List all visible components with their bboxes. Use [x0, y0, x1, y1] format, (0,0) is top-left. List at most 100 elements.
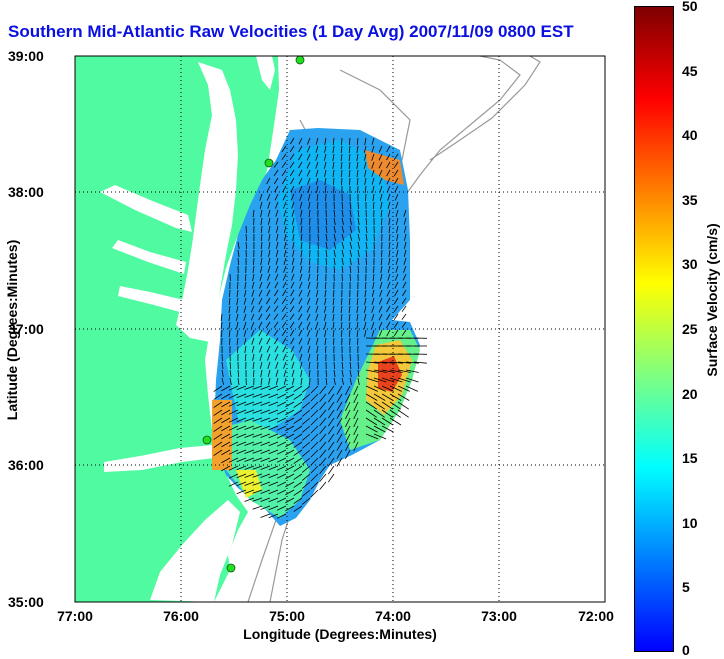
velocity-arrow: [265, 313, 271, 321]
velocity-arrow: [285, 401, 295, 408]
velocity-arrow: [299, 353, 303, 361]
velocity-arrow: [333, 209, 336, 217]
velocity-arrow: [401, 313, 407, 320]
velocity-arrow: [402, 289, 407, 297]
velocity-arrow: [341, 225, 345, 233]
velocity-arrow: [319, 473, 327, 482]
velocity-arrow: [341, 137, 343, 146]
velocity-arrow: [365, 257, 367, 266]
velocity-arrow: [276, 449, 287, 455]
velocity-arrow: [299, 361, 303, 369]
velocity-arrow: [402, 273, 407, 281]
velocity-arrow: [336, 401, 343, 411]
velocity-arrow: [386, 321, 391, 329]
velocity-arrow: [373, 433, 387, 440]
velocity-arrow: [285, 481, 295, 488]
velocity-arrow: [357, 369, 360, 377]
velocity-arrow: [237, 281, 239, 290]
velocity-arrow: [310, 465, 319, 474]
velocity-arrow: [380, 209, 383, 217]
velocity-arrow: [213, 385, 223, 392]
grid-lines: [75, 56, 605, 602]
velocity-arrow: [404, 241, 407, 249]
velocity-arrow: [273, 313, 279, 320]
velocity-arrow: [275, 217, 279, 225]
x-tick-label: 75:00: [269, 608, 305, 624]
velocity-arrow: [299, 281, 303, 289]
velocity-arrow: [252, 265, 255, 273]
velocity-arrow: [268, 513, 279, 519]
velocity-arrow: [353, 433, 359, 444]
velocity-arrow: [306, 329, 311, 337]
velocity-arrow: [268, 393, 279, 399]
velocity-arrow: [260, 409, 271, 414]
velocity-arrow: [274, 281, 279, 289]
velocity-arrow: [378, 169, 383, 177]
velocity-arrow: [293, 473, 303, 480]
velocity-arrow: [260, 241, 263, 250]
velocity-arrow: [267, 209, 271, 217]
velocity-arrow: [213, 393, 223, 400]
velocity-arrow: [260, 465, 271, 470]
velocity-arrow: [324, 177, 327, 185]
velocity-arrow: [244, 497, 255, 502]
velocity-arrow: [306, 321, 311, 329]
velocity-arrow: [243, 329, 247, 337]
velocity-arrow: [309, 217, 311, 226]
velocity-arrow: [349, 249, 352, 257]
station-marker: [202, 435, 212, 445]
velocity-arrow: [324, 281, 327, 290]
velocity-arrow: [236, 441, 247, 447]
velocity-arrow: [357, 377, 360, 385]
velocity-arrow: [213, 417, 223, 424]
velocity-arrow: [353, 401, 359, 412]
velocity-arrow: [378, 305, 383, 313]
velocity-arrow: [317, 201, 319, 210]
velocity-arrow: [221, 457, 231, 464]
velocity-arrow: [251, 289, 255, 297]
velocity-arrow: [228, 321, 231, 329]
velocity-arrow: [275, 201, 279, 209]
velocity-arrow: [333, 225, 336, 233]
velocity-arrow: [244, 385, 255, 390]
velocity-arrow: [266, 281, 271, 289]
velocity-arrow: [324, 185, 327, 193]
velocity-arrow: [259, 273, 263, 281]
velocity-arrow: [405, 361, 419, 364]
velocity-arrow: [243, 313, 247, 321]
velocity-arrow: [258, 305, 263, 313]
velocity-arrow: [260, 249, 263, 257]
velocity-arrow: [300, 249, 303, 257]
velocity-arrow: [228, 473, 239, 479]
velocity-arrow: [236, 393, 247, 399]
velocity-arrow: [276, 225, 279, 233]
velocity-arrow: [381, 217, 383, 226]
velocity-arrow: [324, 169, 327, 177]
velocity-arrow: [365, 385, 378, 392]
velocity-arrow: [260, 393, 271, 398]
velocity-arrow: [221, 465, 231, 472]
velocity-arrow: [283, 369, 287, 377]
velocity-arrow: [349, 209, 352, 217]
velocity-arrow: [274, 273, 279, 281]
velocity-arrow: [251, 329, 255, 337]
velocity-arrow: [291, 369, 295, 377]
velocity-arrow: [268, 233, 271, 241]
velocity-arrow: [289, 145, 295, 153]
velocity-arrow: [341, 353, 343, 362]
velocity-arrow: [252, 209, 255, 218]
velocity-arrow: [266, 193, 271, 201]
velocity-arrow: [371, 329, 375, 337]
velocity-arrow: [282, 289, 287, 297]
velocity-arrow: [336, 393, 343, 403]
velocity-arrow: [393, 161, 399, 169]
velocity-arrow: [283, 225, 287, 233]
velocity-arrow: [332, 177, 335, 186]
velocity-arrow: [252, 433, 263, 438]
velocity-arrow: [364, 281, 367, 290]
velocity-arrow: [363, 313, 367, 321]
velocity-arrow: [372, 185, 375, 193]
velocity-arrow: [319, 457, 327, 466]
velocity-arrow: [302, 409, 311, 417]
velocity-arrow: [403, 217, 407, 225]
